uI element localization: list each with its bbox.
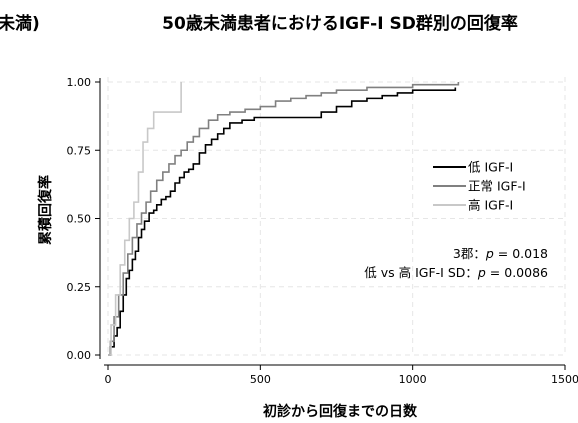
y-tick-label: 1.00	[67, 76, 92, 89]
y-tick-label: 0.00	[67, 349, 92, 362]
p-value-text: 低 vs 高 IGF-I SD：p = 0.0086	[364, 265, 548, 280]
x-tick-label: 1000	[399, 373, 427, 386]
series-line-2	[108, 82, 460, 356]
x-tick-label: 500	[250, 373, 271, 386]
x-tick-label: 1500	[551, 373, 578, 386]
legend-label: 高 IGF-I	[468, 198, 513, 213]
chart-title: 50歳未満患者におけるIGF-I SD群別の回復率	[162, 13, 518, 34]
series-lines	[108, 82, 460, 356]
grid	[107, 77, 566, 356]
x-tick-label: 0	[105, 373, 112, 386]
y-tick-label: 0.50	[67, 213, 92, 226]
y-tick-label: 0.25	[67, 281, 92, 294]
legend-label: 低 IGF-I	[468, 160, 513, 175]
p-value-text: 3郡：p = 0.018	[453, 246, 548, 261]
legend: 低 IGF-I 正常 IGF-I 高 IGF-I	[433, 160, 526, 213]
y-axis-label: 累積回復率	[37, 175, 54, 245]
axes: 0.00 0.25 0.50 0.75 1.00 0 500 1000 1500	[67, 76, 578, 386]
legend-label: 正常 IGF-I	[468, 179, 526, 194]
p-value-annotations: 3郡：p = 0.018 低 vs 高 IGF-I SD：p = 0.0086	[364, 246, 548, 280]
left-title-fragment: 未満)	[0, 13, 40, 34]
series-line-1	[108, 87, 457, 356]
x-axis-label: 初診から回復までの日数	[263, 403, 418, 420]
series-line-3	[108, 82, 182, 356]
y-tick-label: 0.75	[67, 144, 92, 157]
